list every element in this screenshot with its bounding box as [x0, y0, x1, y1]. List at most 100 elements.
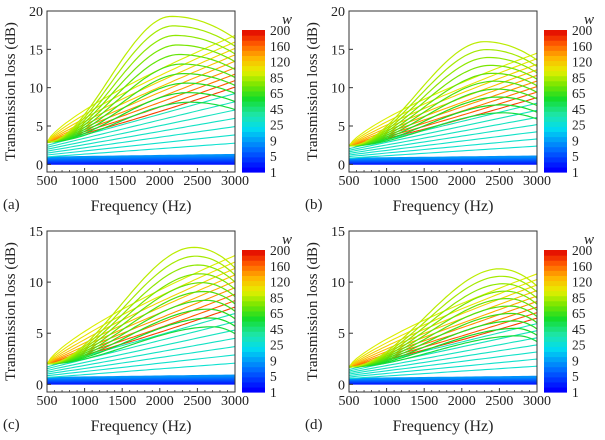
series-line	[47, 73, 235, 143]
series-line	[349, 145, 537, 159]
chart-panel: 500 1000 1500 2000 2500 300005101520Transmiss…	[305, 5, 594, 215]
colorbar-segment	[544, 55, 567, 62]
colorbar-segment	[544, 161, 567, 168]
series-line	[349, 48, 537, 147]
colorbar-segment	[242, 331, 265, 337]
colorbar-title: w	[282, 12, 292, 28]
series-line	[47, 142, 235, 158]
colorbar-segment	[544, 60, 567, 67]
colorbar-segment	[242, 141, 265, 148]
series-line	[47, 101, 235, 148]
y-axis-label: Transmission loss (dB)	[305, 22, 321, 161]
colorbar-segment	[242, 361, 265, 368]
colorbar-tick-label: 200	[572, 23, 593, 38]
x-axis-label: Frequency (Hz)	[91, 418, 192, 435]
x-tick-label: 1500	[410, 394, 438, 409]
x-tick-label: 1500	[108, 174, 136, 189]
colorbar-segment	[544, 250, 567, 256]
colorbar-segment	[544, 80, 567, 87]
colorbar-segment	[242, 270, 265, 276]
colorbar-tick-label: 9	[270, 353, 277, 368]
series-line	[349, 124, 537, 154]
colorbar-segment	[242, 106, 265, 112]
series-line	[47, 15, 235, 143]
y-tick-label: 5	[338, 327, 345, 342]
series-line	[47, 299, 235, 365]
colorbar-segment	[544, 285, 567, 292]
panel-label: (a)	[3, 197, 20, 213]
x-axis-label: Frequency (Hz)	[393, 198, 494, 215]
y-tick-label: 0	[36, 378, 43, 393]
colorbar-segment	[544, 85, 567, 92]
colorbar-tick-label: 1	[270, 385, 277, 400]
colorbar-segment	[242, 386, 265, 393]
colorbar-segment	[242, 290, 265, 297]
colorbar-segment	[544, 70, 567, 77]
series-line	[349, 112, 537, 147]
y-axis-label: Transmission loss (dB)	[3, 242, 19, 381]
colorbar-segment	[544, 75, 567, 82]
colorbar-tick-label: 120	[270, 55, 291, 70]
colorbar-tick-label: 120	[572, 55, 593, 70]
y-tick-label: 0	[36, 158, 43, 173]
colorbar-segment	[242, 70, 265, 77]
series-line	[47, 346, 235, 375]
series-line	[47, 63, 235, 143]
colorbar-segment	[544, 40, 567, 46]
colorbar-segment	[544, 270, 567, 276]
curve-group	[349, 268, 537, 385]
colorbar-segment	[242, 90, 265, 97]
colorbar-segment	[544, 305, 567, 312]
x-tick-label: 2500	[183, 394, 211, 409]
series-line	[47, 34, 235, 143]
colorbar-title: w	[282, 232, 292, 248]
y-tick-label: 5	[36, 327, 43, 342]
x-tick-label: 1500	[108, 394, 136, 409]
colorbar-segment	[544, 101, 567, 107]
colorbar-tick-label: 85	[270, 70, 284, 85]
y-tick-label: 10	[29, 276, 43, 291]
colorbar-tick-label: 5	[270, 369, 277, 384]
x-tick-label: 2500	[485, 174, 513, 189]
series-line	[47, 255, 235, 365]
x-tick-label: 1500	[410, 174, 438, 189]
colorbar-segment	[544, 90, 567, 97]
series-line	[47, 109, 235, 150]
y-tick-label: 20	[29, 5, 43, 20]
series-line	[349, 365, 537, 380]
colorbar-tick-label: 65	[270, 86, 284, 101]
colorbar-segment	[544, 321, 567, 327]
colorbar-tick-label: 160	[572, 39, 593, 54]
colorbar-segment	[242, 80, 265, 87]
colorbar-tick-label: 200	[572, 243, 593, 258]
colorbar-segment	[544, 255, 567, 261]
colorbar-tick-label: 9	[572, 353, 579, 368]
colorbar-segment	[242, 131, 265, 138]
series-line	[349, 289, 537, 368]
series-line	[47, 134, 235, 156]
y-tick-label: 20	[331, 5, 345, 20]
series-line	[349, 41, 537, 147]
colorbar-tick-label: 25	[572, 118, 586, 133]
plot-frame	[46, 10, 236, 173]
series-line	[47, 374, 235, 379]
colorbar-segment	[544, 260, 567, 266]
y-tick-label: 5	[36, 120, 43, 135]
colorbar-segment	[242, 336, 265, 342]
colorbar-segment	[242, 356, 265, 363]
colorbar-segment	[544, 366, 567, 373]
y-tick-label: 15	[331, 43, 345, 58]
series-line	[47, 117, 235, 152]
colorbar-segment	[544, 111, 567, 117]
colorbar-segment	[242, 40, 265, 46]
series-line	[47, 254, 235, 365]
series-line	[349, 104, 537, 147]
colorbar-segment	[544, 356, 567, 363]
colorbar-segment	[544, 95, 567, 102]
colorbar-segment	[242, 366, 265, 373]
y-axis-label: Transmission loss (dB)	[305, 242, 321, 381]
colorbar-segment	[242, 260, 265, 266]
